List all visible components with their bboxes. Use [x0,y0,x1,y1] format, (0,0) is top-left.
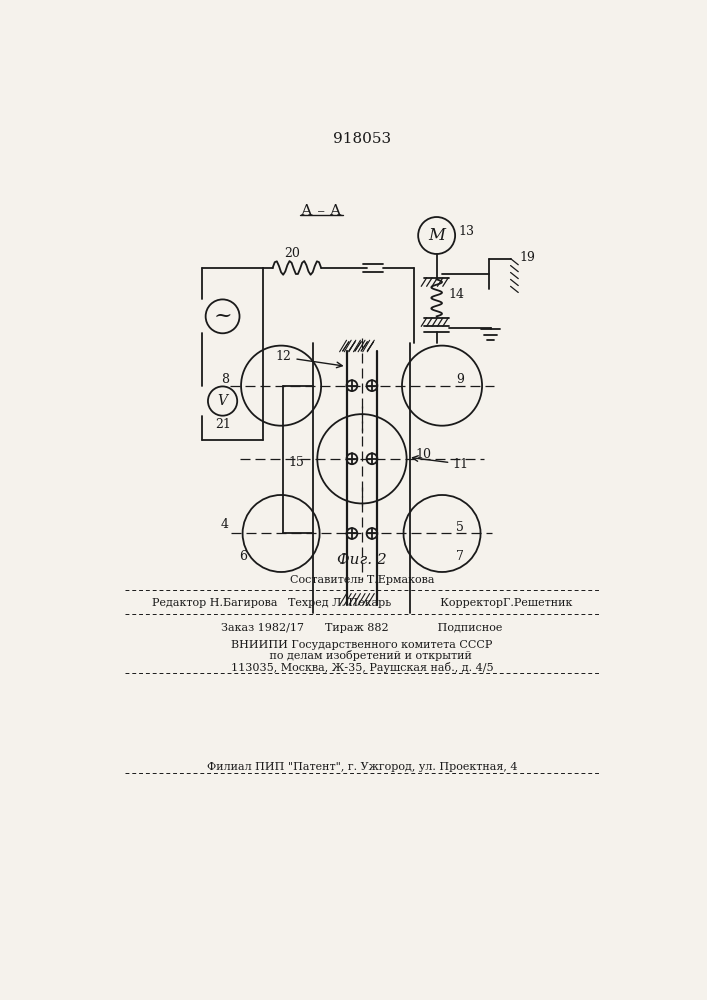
Text: ВНИИПИ Государственного комитета СССР: ВНИИПИ Государственного комитета СССР [231,640,493,650]
Text: 5: 5 [456,521,464,534]
Text: Филиал ПИП "Патент", г. Ужгород, ул. Проектная, 4: Филиал ПИП "Патент", г. Ужгород, ул. Про… [206,762,518,772]
Text: Заказ 1982/17      Тираж 882              Подписное: Заказ 1982/17 Тираж 882 Подписное [221,623,503,633]
Text: 113035, Москва, Ж-35, Раушская наб., д. 4/5: 113035, Москва, Ж-35, Раушская наб., д. … [230,662,493,673]
Text: 15: 15 [288,456,305,469]
Text: 12: 12 [275,350,291,363]
Text: ~: ~ [214,305,232,327]
Text: 20: 20 [284,247,300,260]
Text: по делам изобретений и открытий: по делам изобретений и открытий [252,650,472,661]
Text: Составитель Т.Ермакова: Составитель Т.Ермакова [290,575,434,585]
Text: 13: 13 [458,225,474,238]
Text: 21: 21 [215,418,230,431]
Text: Редактор Н.Багирова   Техред Л. Пекарь              КорректорГ.Решетник: Редактор Н.Багирова Техред Л. Пекарь Кор… [152,598,572,608]
Text: М: М [428,227,445,244]
Text: 7: 7 [456,550,464,563]
Text: 8: 8 [221,373,229,386]
Text: 19: 19 [520,251,536,264]
Text: А – А: А – А [301,204,341,218]
Text: 11: 11 [452,458,468,471]
Text: 14: 14 [448,288,464,301]
Text: V: V [218,394,228,408]
Text: 4: 4 [221,518,229,531]
Text: Фиг. 2: Фиг. 2 [337,553,387,567]
Text: 918053: 918053 [333,132,391,146]
Text: 6: 6 [239,550,247,563]
Text: 9: 9 [456,373,464,386]
Text: 10: 10 [416,448,432,461]
